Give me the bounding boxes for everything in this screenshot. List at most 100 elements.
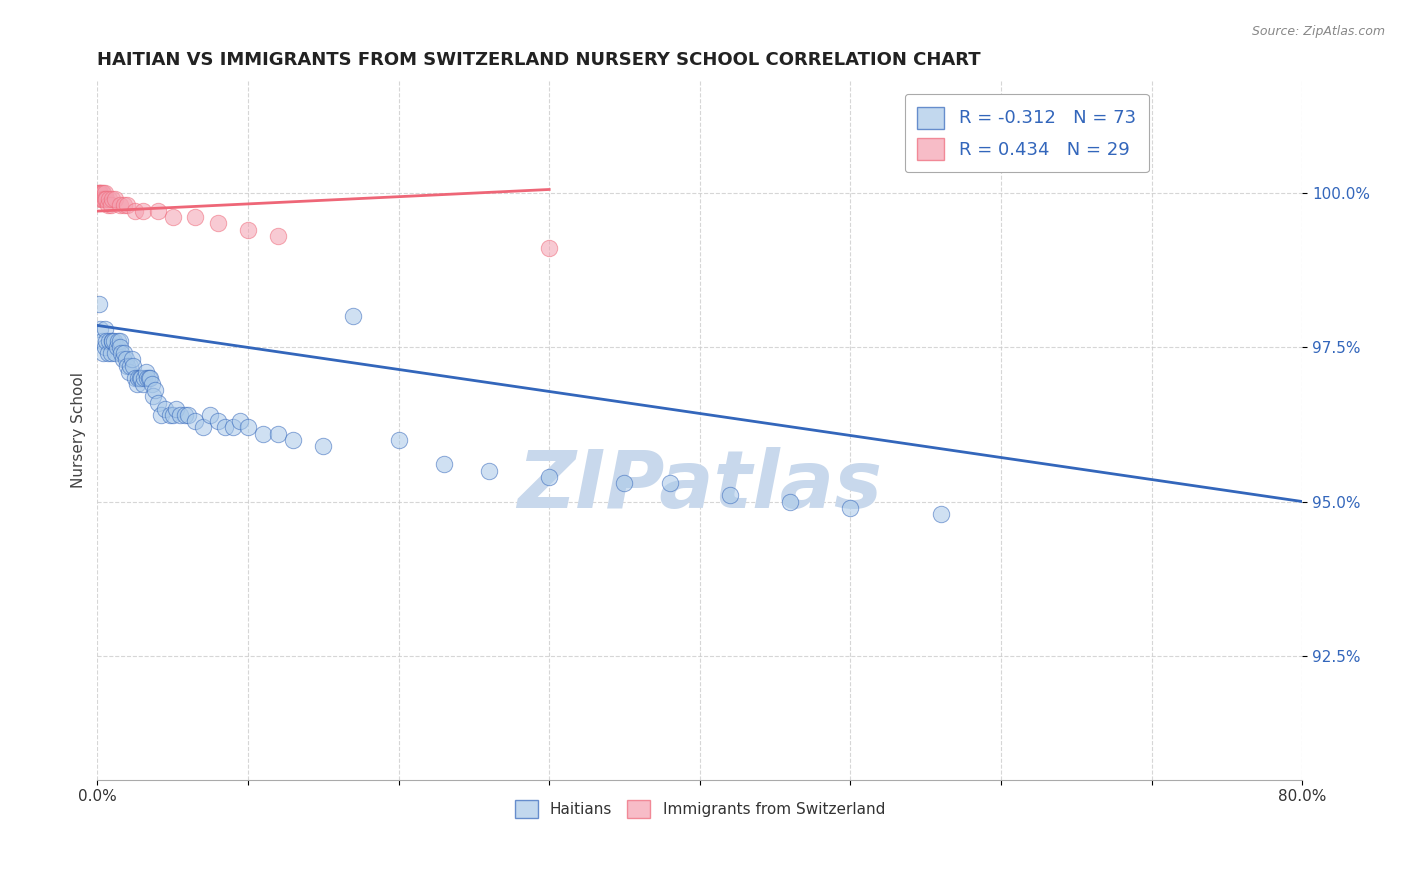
Point <box>87 186 110 200</box>
Point <box>96 334 118 348</box>
Point <box>136 371 159 385</box>
Point <box>97 198 120 212</box>
Point <box>173 408 195 422</box>
Point <box>207 217 229 231</box>
Point <box>114 346 136 360</box>
Point <box>387 433 409 447</box>
Point <box>122 359 145 373</box>
Point <box>90 192 112 206</box>
Point <box>108 334 131 348</box>
Point <box>433 458 456 472</box>
Point <box>229 414 252 428</box>
Point <box>153 401 176 416</box>
Point <box>107 334 129 348</box>
Point <box>139 371 162 385</box>
Text: Source: ZipAtlas.com: Source: ZipAtlas.com <box>1251 25 1385 38</box>
Point <box>613 475 636 490</box>
Point <box>124 204 146 219</box>
Point <box>94 321 117 335</box>
Point <box>839 500 862 515</box>
Point <box>207 414 229 428</box>
Point <box>100 198 122 212</box>
Point <box>125 377 148 392</box>
Point <box>267 228 290 243</box>
Point <box>162 211 184 225</box>
Point <box>89 186 111 200</box>
Point <box>101 192 124 206</box>
Point <box>184 211 207 225</box>
Point <box>131 377 153 392</box>
Point <box>131 204 153 219</box>
Point <box>142 389 165 403</box>
Y-axis label: Nursery School: Nursery School <box>72 373 86 489</box>
Point <box>94 186 117 200</box>
Point <box>110 346 132 360</box>
Point <box>312 439 335 453</box>
Point <box>128 371 150 385</box>
Point <box>94 192 117 206</box>
Point <box>779 494 801 508</box>
Point <box>108 340 131 354</box>
Point <box>89 321 111 335</box>
Point <box>252 426 274 441</box>
Point <box>162 408 184 422</box>
Text: ZIPatlas: ZIPatlas <box>517 447 883 525</box>
Point <box>236 420 259 434</box>
Point <box>93 192 115 206</box>
Point <box>101 334 124 348</box>
Point <box>132 371 155 385</box>
Point <box>222 420 245 434</box>
Legend: Haitians, Immigrants from Switzerland: Haitians, Immigrants from Switzerland <box>509 794 891 824</box>
Point <box>105 340 128 354</box>
Point <box>165 401 187 416</box>
Point <box>342 309 364 323</box>
Point <box>104 192 127 206</box>
Point <box>929 507 952 521</box>
Point <box>87 186 110 200</box>
Point <box>89 192 111 206</box>
Point <box>191 420 214 434</box>
Point <box>93 186 115 200</box>
Point <box>101 334 124 348</box>
Point <box>538 241 561 255</box>
Point <box>90 186 112 200</box>
Point <box>538 470 561 484</box>
Point <box>111 352 134 367</box>
Point <box>135 365 157 379</box>
Point <box>236 222 259 236</box>
Point <box>143 384 166 398</box>
Point <box>121 352 143 367</box>
Point <box>117 198 139 212</box>
Point <box>214 420 236 434</box>
Point <box>96 192 118 206</box>
Point <box>127 371 149 385</box>
Point <box>138 371 160 385</box>
Point <box>718 488 741 502</box>
Point <box>87 297 110 311</box>
Point <box>200 408 222 422</box>
Point <box>478 464 501 478</box>
Point <box>149 408 172 422</box>
Point <box>159 408 181 422</box>
Point <box>114 198 136 212</box>
Text: HAITIAN VS IMMIGRANTS FROM SWITZERLAND NURSERY SCHOOL CORRELATION CHART: HAITIAN VS IMMIGRANTS FROM SWITZERLAND N… <box>97 51 981 69</box>
Point <box>108 198 131 212</box>
Point <box>98 192 121 206</box>
Point <box>104 346 127 360</box>
Point <box>120 359 142 373</box>
Point <box>115 352 138 367</box>
Point <box>129 371 152 385</box>
Point <box>89 186 111 200</box>
Point <box>281 433 304 447</box>
Point <box>118 365 141 379</box>
Point <box>146 204 169 219</box>
Point <box>103 334 125 348</box>
Point <box>184 414 207 428</box>
Point <box>98 334 121 348</box>
Point <box>124 371 146 385</box>
Point <box>169 408 191 422</box>
Point <box>97 346 120 360</box>
Point <box>658 475 681 490</box>
Point <box>94 340 117 354</box>
Point <box>90 334 112 348</box>
